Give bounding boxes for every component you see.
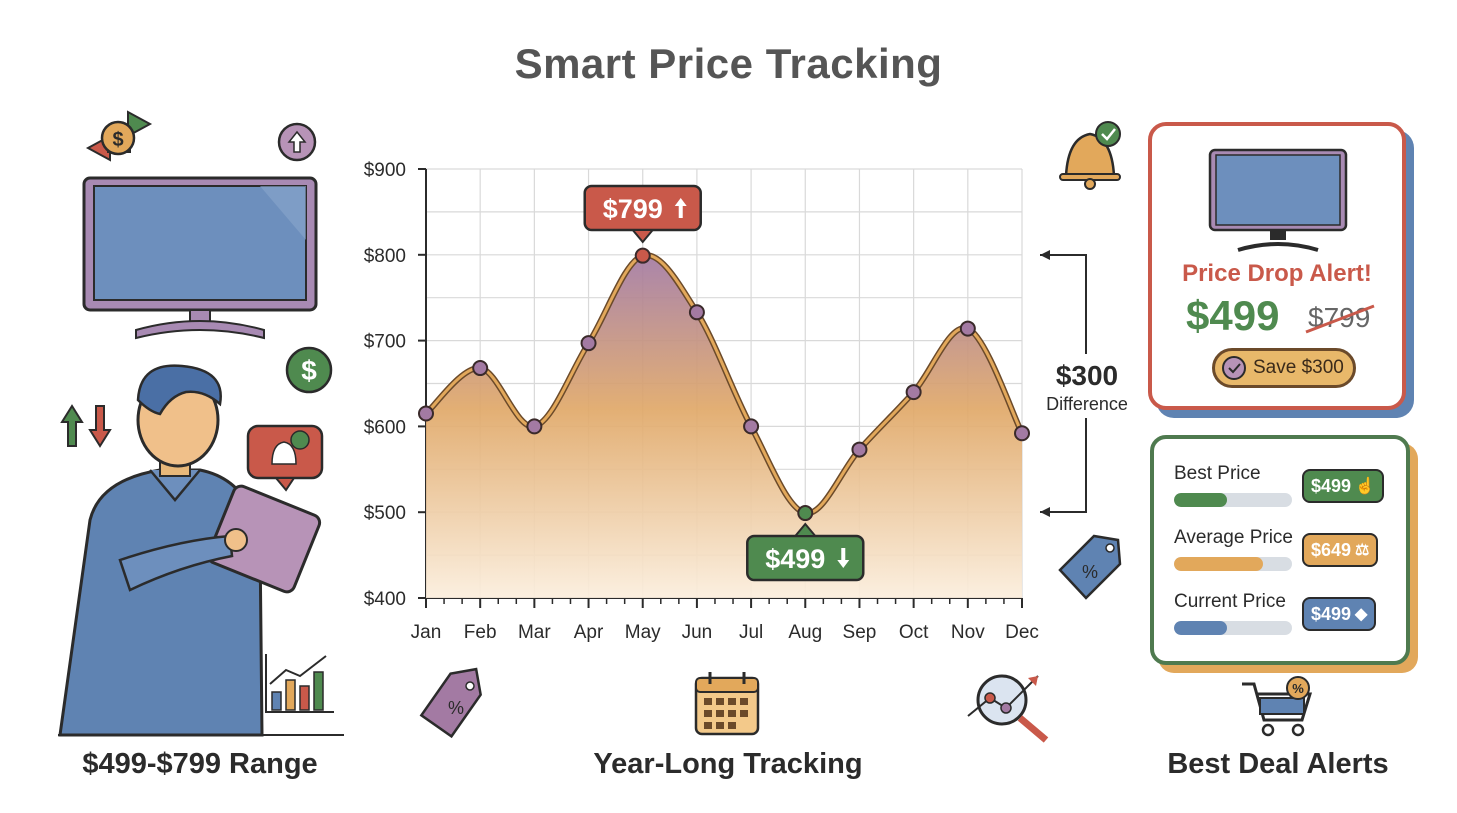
alert-title: Price Drop Alert! <box>1182 260 1372 287</box>
max-price-callout-pointer <box>630 229 655 244</box>
difference-bracket: $300 Difference <box>1040 250 1128 517</box>
x-tick-label: Sep <box>843 622 877 643</box>
y-tick-label: $800 <box>364 246 406 267</box>
stat-value-badge: $499 ☝ <box>1302 469 1384 503</box>
price-area <box>426 255 1022 599</box>
new-price: $499 <box>1186 292 1280 339</box>
max-price-callout: $799 <box>583 184 702 244</box>
max-price-callout-text: $799 <box>603 194 663 224</box>
stat-row: Average Price $649 ⚖ <box>1174 527 1394 587</box>
data-point <box>743 418 760 435</box>
stat-value-badge: $649 ⚖ <box>1302 533 1379 567</box>
stat-bar <box>1174 621 1292 635</box>
old-price: $799 <box>1305 302 1375 334</box>
stat-label: Best Price <box>1174 463 1261 484</box>
stat-value-badge: $499 ◆ <box>1302 597 1377 631</box>
stat-label: Average Price <box>1174 527 1293 548</box>
data-point <box>959 320 976 337</box>
x-tick-label: Nov <box>951 622 985 643</box>
x-tick-label: Jun <box>682 622 713 643</box>
arrow-down-icon <box>837 548 850 568</box>
x-tick-label: Oct <box>899 622 929 643</box>
bar-chart-icon <box>265 654 334 713</box>
y-tick-label: $700 <box>364 332 406 353</box>
stat-bar <box>1174 493 1292 507</box>
stat-value: $499 <box>1311 475 1352 496</box>
caption-range: $499-$799 Range <box>82 748 318 780</box>
bell-check-icon <box>1059 121 1121 190</box>
x-tick-label: Jan <box>411 622 442 643</box>
data-point <box>797 505 814 522</box>
difference-amount: $300 <box>1056 360 1118 391</box>
x-tick-label: May <box>625 622 661 643</box>
caption-tracking: Year-Long Tracking <box>593 748 863 780</box>
stat-value: $649 <box>1311 539 1352 560</box>
discount-tag-icon: % <box>419 667 482 739</box>
price-stats-card: Best Price $499 ☝ Average Price $649 ⚖ C… <box>1150 435 1410 665</box>
save-label: Save $300 <box>1253 357 1344 378</box>
stat-row: Current Price $499 ◆ <box>1174 591 1394 651</box>
min-price-callout-pointer <box>793 522 818 537</box>
x-tick-label: Feb <box>464 622 497 643</box>
data-point <box>526 418 543 435</box>
shopping-cart-icon: % <box>1242 676 1313 737</box>
caption-alerts: Best Deal Alerts <box>1167 748 1389 780</box>
scales-icon: ⚖ <box>1355 542 1370 559</box>
difference-label: Difference <box>1046 394 1128 414</box>
svg-text:%: % <box>1292 681 1304 696</box>
y-tick-label: $400 <box>364 589 406 610</box>
data-point <box>905 384 922 401</box>
stat-bar-fill <box>1174 493 1228 507</box>
bottom-icons: % <box>419 667 1049 743</box>
data-point <box>688 304 705 321</box>
svg-text:%: % <box>1082 562 1098 582</box>
y-tick-label: $900 <box>364 160 406 181</box>
price-tag-icon: ◆ <box>1355 606 1368 623</box>
x-tick-label: Dec <box>1005 622 1039 643</box>
y-tick-label: $600 <box>364 417 406 438</box>
stat-row: Best Price $499 ☝ <box>1174 463 1394 523</box>
save-button[interactable]: Save $300 <box>1212 348 1356 388</box>
stat-label: Current Price <box>1174 591 1286 612</box>
data-point <box>851 441 868 458</box>
stat-value: $499 <box>1311 603 1352 624</box>
person-with-tablet <box>58 364 344 737</box>
left-illustration: $ $ <box>58 110 344 737</box>
thumbs-up-icon: ☝ <box>1355 478 1375 495</box>
y-tick-label: $500 <box>364 503 406 524</box>
stat-bar-fill <box>1174 621 1228 635</box>
bell-notification-icon <box>246 424 324 492</box>
stat-bar <box>1174 557 1292 571</box>
data-point <box>1014 425 1030 442</box>
x-tick-label: Aug <box>788 622 822 643</box>
svg-text:%: % <box>448 698 464 718</box>
page-title: Smart Price Tracking <box>514 40 943 87</box>
dollar-circle-icon: $ <box>285 346 333 394</box>
data-point <box>472 360 489 377</box>
x-tick-label: Mar <box>518 622 551 643</box>
svg-text:$: $ <box>301 355 317 386</box>
up-down-arrows-icon <box>60 404 112 448</box>
svg-text:$: $ <box>112 129 123 151</box>
arrow-up-icon <box>674 198 687 218</box>
data-point <box>580 335 597 352</box>
data-point <box>418 405 434 422</box>
currency-exchange-icon: $ <box>85 110 153 162</box>
data-point <box>634 247 651 264</box>
x-tick-label: Jul <box>739 622 763 643</box>
television-icon <box>82 176 318 340</box>
check-circle-icon <box>1222 356 1246 380</box>
stat-bar-fill <box>1174 557 1263 571</box>
x-tick-label: Apr <box>574 622 604 643</box>
magnifier-trend-icon <box>967 674 1049 743</box>
min-price-callout-text: $499 <box>765 544 825 574</box>
percent-tag-icon: % <box>1058 534 1122 600</box>
right-icons: % <box>1058 121 1122 600</box>
min-price-callout: $499 <box>746 522 865 582</box>
price-drop-alert-card: Price Drop Alert! $499 $799 Save $300 <box>1148 122 1406 410</box>
arrow-up-circle-icon <box>277 122 317 162</box>
calendar-icon <box>694 672 760 736</box>
television-icon <box>1208 148 1348 252</box>
